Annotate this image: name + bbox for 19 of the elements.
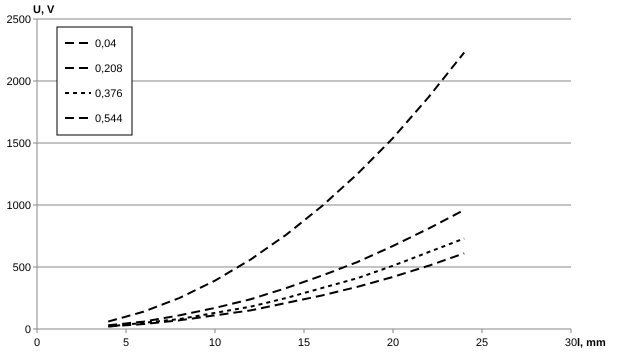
- x-tick-label: 10: [208, 337, 222, 349]
- y-tick-label: 2500: [6, 14, 31, 26]
- y-tick-label: 2000: [6, 76, 31, 88]
- y-tick-label: 1000: [6, 200, 31, 212]
- x-tick-label: 15: [298, 337, 310, 349]
- x-tick-label: 5: [122, 337, 130, 349]
- y-tick-label: 1500: [6, 138, 31, 150]
- legend-label: 0,376: [95, 88, 123, 100]
- legend-label: 0,544: [95, 112, 123, 125]
- legend-label: 0,04: [95, 38, 116, 50]
- legend-label: 0,208: [95, 62, 123, 75]
- y-tick-label: 0: [24, 324, 31, 336]
- y-tick-label: 500: [12, 262, 31, 274]
- x-tick-label: 0: [34, 337, 40, 349]
- x-tick-label: 20: [386, 337, 400, 349]
- x-axis-title: l, mm: [577, 337, 606, 349]
- x-tick-label: 25: [476, 337, 488, 349]
- y-axis-title: U, V: [33, 4, 56, 16]
- x-tick-label: 30: [564, 337, 578, 349]
